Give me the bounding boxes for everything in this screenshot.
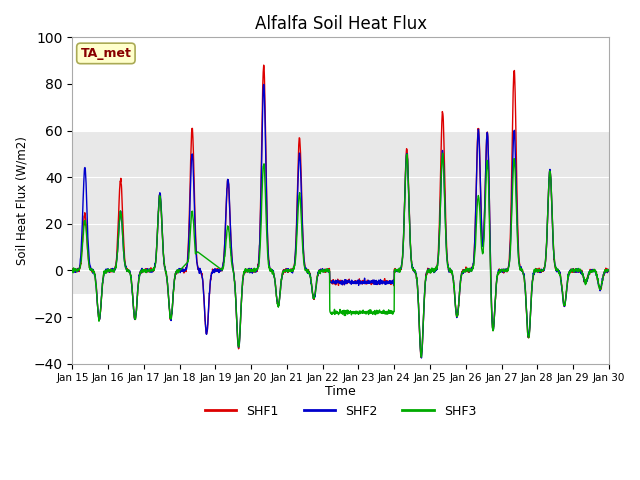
SHF1	[368, 281, 376, 287]
SHF3	[418, 354, 426, 360]
SHF1	[68, 266, 76, 272]
SHF1	[356, 281, 364, 287]
SHF2	[356, 279, 364, 285]
Text: TA_met: TA_met	[81, 47, 131, 60]
SHF2	[368, 280, 376, 286]
SHF3	[558, 285, 566, 290]
SHF2	[497, 267, 504, 273]
SHF2	[605, 267, 612, 273]
SHF3	[497, 268, 504, 274]
Y-axis label: Soil Heat Flux (W/m2): Soil Heat Flux (W/m2)	[15, 136, 28, 265]
X-axis label: Time: Time	[325, 385, 356, 398]
SHF2	[573, 268, 580, 274]
Bar	[72, 131, 609, 294]
SHF1	[218, 268, 226, 274]
SHF2	[260, 82, 268, 87]
Line: SHF3: SHF3	[72, 153, 609, 357]
SHF3	[356, 310, 364, 315]
Line: SHF2: SHF2	[72, 84, 609, 358]
SHF3	[573, 267, 580, 273]
Line: SHF1: SHF1	[72, 65, 609, 358]
SHF3	[439, 150, 447, 156]
SHF1	[260, 62, 268, 68]
SHF1	[605, 269, 612, 275]
SHF3	[605, 268, 612, 274]
SHF1	[573, 267, 580, 273]
Title: Alfalfa Soil Heat Flux: Alfalfa Soil Heat Flux	[255, 15, 427, 33]
SHF1	[497, 267, 504, 273]
SHF3	[68, 268, 76, 274]
Legend: SHF1, SHF2, SHF3: SHF1, SHF2, SHF3	[200, 400, 481, 423]
SHF2	[68, 267, 76, 273]
SHF1	[417, 355, 425, 360]
SHF2	[558, 287, 566, 292]
SHF2	[218, 266, 226, 272]
SHF1	[558, 283, 566, 289]
SHF3	[368, 310, 376, 316]
SHF2	[418, 355, 426, 361]
SHF3	[218, 266, 226, 272]
